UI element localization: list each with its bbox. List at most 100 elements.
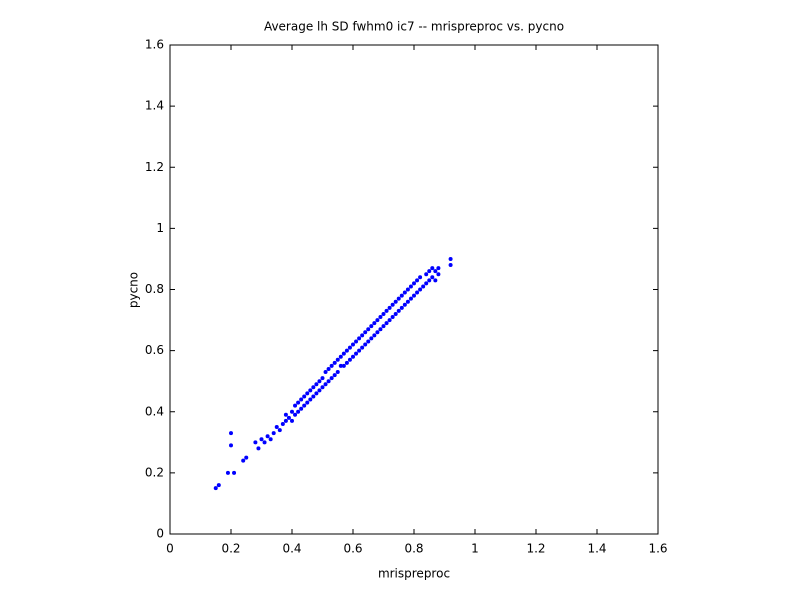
y-tick-label: 1.2	[145, 160, 164, 174]
point	[387, 318, 392, 323]
point	[448, 263, 453, 268]
point	[415, 278, 420, 283]
point	[332, 360, 337, 365]
point	[256, 446, 261, 451]
chart-title: Average lh SD fwhm0 ic7 -- mrispreproc v…	[264, 20, 564, 34]
point	[308, 388, 313, 393]
point	[326, 379, 331, 384]
point	[363, 330, 368, 335]
point	[229, 443, 233, 448]
point	[338, 354, 343, 359]
point	[262, 440, 267, 445]
x-tick-label: 1	[471, 542, 479, 556]
point	[424, 281, 429, 286]
point	[213, 486, 218, 491]
point	[326, 366, 331, 371]
point	[344, 348, 349, 353]
point	[384, 321, 389, 326]
point	[372, 321, 377, 326]
point	[402, 302, 407, 307]
point	[323, 382, 328, 387]
y-tick-label: 0.2	[145, 465, 164, 479]
x-tick-label: 0.8	[404, 542, 423, 556]
point	[274, 425, 279, 430]
point	[283, 418, 288, 423]
point	[399, 305, 404, 310]
point	[418, 275, 423, 280]
point	[299, 406, 304, 411]
x-tick-label: 1.4	[587, 542, 606, 556]
y-tick-label: 1.4	[145, 99, 164, 113]
point	[253, 440, 258, 445]
point	[408, 296, 413, 301]
point	[448, 256, 453, 261]
y-axis-label: pycno	[127, 272, 141, 308]
point	[360, 333, 365, 338]
y-tick-label: 1	[156, 221, 164, 235]
point	[347, 357, 352, 362]
point	[393, 299, 398, 304]
point	[347, 345, 352, 350]
y-tick-label: 0.8	[145, 282, 164, 296]
point	[363, 342, 368, 347]
point	[427, 269, 432, 274]
point	[302, 403, 307, 408]
x-tick-label: 0.2	[221, 542, 240, 556]
point	[390, 302, 395, 307]
point	[354, 351, 359, 356]
point	[357, 336, 362, 341]
point	[430, 266, 435, 271]
point	[305, 391, 310, 396]
point	[366, 339, 371, 344]
point	[329, 376, 334, 381]
y-tick-label: 0.4	[145, 404, 164, 418]
point	[378, 315, 383, 320]
y-tick-label: 1.6	[145, 38, 164, 52]
point	[381, 324, 386, 329]
point	[418, 287, 423, 292]
point	[424, 272, 429, 277]
x-axis-label: mrispreproc	[378, 567, 450, 581]
point	[225, 470, 230, 475]
point	[265, 434, 270, 439]
point	[268, 437, 273, 442]
point	[366, 327, 371, 332]
point	[229, 431, 233, 436]
point	[384, 308, 389, 313]
y-tick-label: 0.6	[145, 343, 164, 357]
point	[381, 311, 386, 316]
point	[369, 324, 374, 329]
plot-box	[169, 44, 659, 535]
point	[302, 394, 307, 399]
point	[341, 363, 346, 368]
x-tick-label: 1.6	[648, 542, 667, 556]
point	[329, 363, 334, 368]
point	[296, 409, 301, 414]
point	[369, 336, 374, 341]
point	[375, 330, 380, 335]
point	[421, 284, 426, 289]
point	[259, 437, 264, 442]
point	[335, 357, 340, 362]
point	[372, 333, 377, 338]
point	[280, 421, 285, 426]
x-tick-label: 0.6	[343, 542, 362, 556]
point	[436, 272, 441, 277]
point	[293, 403, 298, 408]
point	[351, 354, 355, 359]
point	[396, 296, 401, 301]
point	[405, 287, 410, 292]
point	[393, 311, 398, 316]
point	[216, 483, 221, 488]
point	[399, 293, 404, 298]
point	[323, 370, 328, 375]
point	[244, 455, 249, 460]
y-tick-label: 0	[156, 527, 164, 541]
point	[344, 360, 349, 365]
point	[241, 458, 246, 463]
point	[320, 385, 325, 390]
point	[360, 345, 365, 350]
point	[311, 385, 316, 390]
